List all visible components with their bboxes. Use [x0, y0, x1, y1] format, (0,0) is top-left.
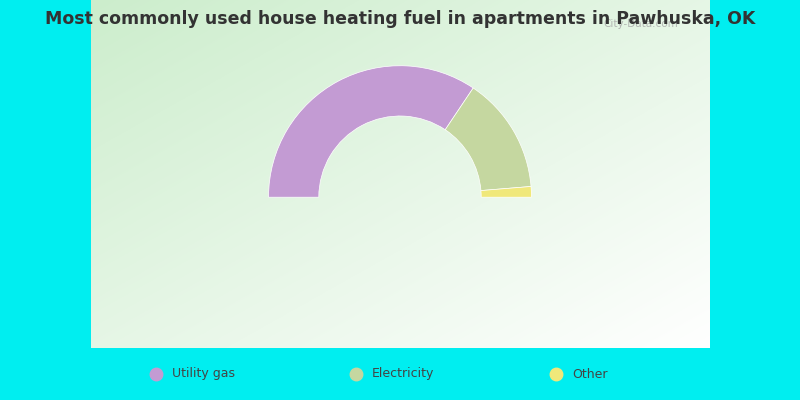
- Text: Most commonly used house heating fuel in apartments in Pawhuska, OK: Most commonly used house heating fuel in…: [45, 10, 755, 28]
- Wedge shape: [481, 186, 531, 197]
- Text: City-Data.com: City-Data.com: [604, 19, 678, 29]
- Wedge shape: [446, 88, 531, 190]
- Text: Electricity: Electricity: [372, 368, 434, 380]
- Text: Other: Other: [572, 368, 607, 380]
- Text: Utility gas: Utility gas: [172, 368, 235, 380]
- Wedge shape: [269, 66, 474, 197]
